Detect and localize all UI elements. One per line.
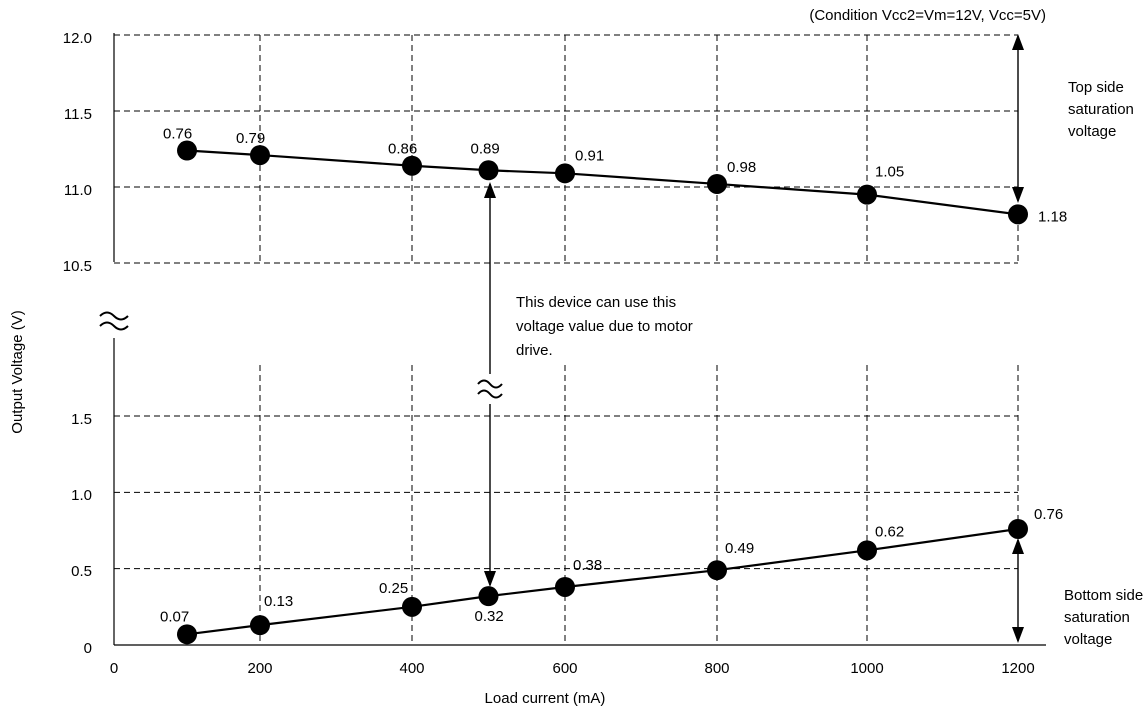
y-tick-label: 11.0 [64, 182, 92, 199]
data-point-upper [478, 160, 499, 181]
series-layer: 0.76 0.79 0.86 0.89 0.91 0.98 1.05 1.18 0.07 0.13… [160, 126, 1067, 645]
data-label-upper: 0.98 [727, 159, 756, 176]
y-tick-label: 12.0 [63, 30, 92, 47]
data-point-lower [857, 540, 877, 561]
data-label-upper: 1.18 [1038, 208, 1067, 225]
middle-annotation-line-1: This device can use this [516, 294, 676, 311]
data-label-upper: 0.76 [163, 126, 192, 143]
middle-annotation-line-3: drive. [516, 342, 553, 359]
data-label-lower: 0.62 [875, 523, 904, 540]
data-point-upper [857, 184, 877, 205]
x-tick-label: 1000 [850, 660, 883, 677]
bottom-side-arrow [1012, 538, 1024, 643]
data-label-lower: 0.32 [475, 608, 504, 625]
y-tick-label: 0.5 [71, 563, 92, 580]
data-point-upper [250, 145, 270, 166]
bottom-side-annotation-line-3: voltage [1064, 631, 1112, 648]
top-side-arrow [1012, 34, 1024, 203]
x-tick-label: 800 [704, 660, 729, 677]
bottom-side-annotation-line-2: saturation [1064, 609, 1130, 626]
top-side-annotation-line-1: Top side [1068, 79, 1124, 96]
data-point-lower [707, 560, 727, 581]
y-tick-label: 1.0 [71, 487, 92, 504]
data-label-upper: 0.89 [471, 140, 500, 157]
y-axis-break [99, 311, 129, 331]
data-label-lower: 0.38 [573, 557, 602, 574]
y-axis-title: Output Voltage (V) [9, 310, 26, 433]
data-label-lower: 0.07 [160, 608, 189, 625]
data-point-lower [250, 615, 270, 636]
grid-layer [114, 34, 1019, 645]
condition-caption: (Condition Vcc2=Vm=12V, Vcc=5V) [809, 7, 1046, 24]
usable-range-arrow [476, 182, 504, 587]
y-tick-label: 11.5 [64, 106, 92, 123]
data-point-upper [1008, 204, 1028, 225]
data-point-upper [177, 140, 197, 161]
data-label-lower: 0.25 [379, 580, 408, 597]
data-point-lower [1008, 518, 1028, 539]
data-label-lower: 0.76 [1034, 506, 1063, 523]
top-side-annotation-line-3: voltage [1068, 123, 1116, 140]
x-tick-label: 400 [399, 660, 424, 677]
data-point-upper [402, 155, 422, 176]
x-tick-label: 600 [552, 660, 577, 677]
x-tick-label: 0 [110, 660, 118, 677]
data-label-upper: 1.05 [875, 164, 904, 181]
data-point-lower [555, 576, 575, 597]
data-label-upper: 0.91 [575, 147, 604, 164]
x-axis-title: Load current (mA) [485, 690, 606, 707]
data-point-lower [402, 596, 422, 617]
data-point-upper [555, 163, 575, 184]
y-tick-label: 1.5 [71, 411, 92, 428]
data-point-lower [177, 624, 197, 645]
data-label-upper: 0.86 [388, 141, 417, 158]
x-tick-label: 200 [247, 660, 272, 677]
top-side-annotation-line-2: saturation [1068, 101, 1134, 118]
bottom-side-annotation-line-1: Bottom side [1064, 587, 1143, 604]
y-tick-label: 10.5 [63, 258, 92, 275]
data-label-lower: 0.49 [725, 540, 754, 557]
series-line-upper [186, 149, 1019, 216]
data-point-upper [707, 173, 727, 194]
x-tick-label: 1200 [1001, 660, 1034, 677]
data-label-lower: 0.13 [264, 593, 293, 610]
data-point-lower [478, 586, 499, 607]
series-line-lower [186, 527, 1019, 636]
data-label-upper: 0.79 [236, 130, 265, 147]
y-tick-label: 0 [84, 640, 92, 657]
middle-annotation-line-2: voltage value due to motor [516, 318, 693, 335]
